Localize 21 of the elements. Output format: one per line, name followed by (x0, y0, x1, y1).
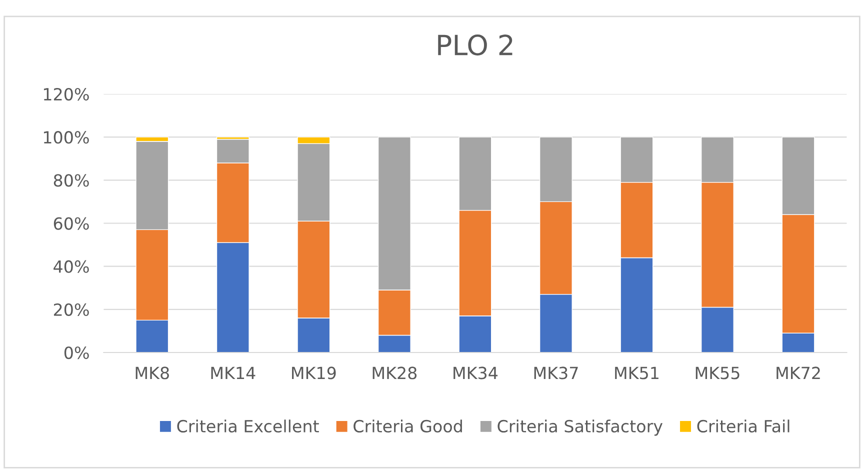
x-tick-label: MK14 (211, 366, 256, 380)
x-tick-label: MK37 (534, 366, 578, 380)
chart-title: PLO 2 (438, 34, 512, 56)
y-tick-label: 80% (54, 174, 89, 187)
legend-label: Criteria Fail (697, 420, 790, 432)
y-tick-label: 20% (54, 303, 89, 316)
x-tick-label: MK28 (372, 366, 417, 380)
y-tick-label: 40% (54, 260, 89, 273)
legend-label: Criteria Good (354, 420, 462, 432)
x-tick-label: MK19 (292, 366, 336, 380)
x-tick-label: MK51 (615, 366, 658, 380)
legend-label: Criteria Satisfactory (498, 420, 663, 436)
y-tick-label: 60% (54, 217, 89, 230)
x-tick-label: MK34 (454, 366, 498, 380)
y-tick-label: 120% (44, 88, 89, 101)
y-tick-label: 0% (64, 346, 89, 360)
x-tick-label: MK8 (136, 366, 169, 380)
x-tick-label: MK72 (776, 366, 820, 380)
x-tick-label: MK55 (696, 366, 740, 380)
legend-label: Criteria Excellent (177, 420, 319, 432)
y-tick-label: 100% (44, 131, 89, 144)
